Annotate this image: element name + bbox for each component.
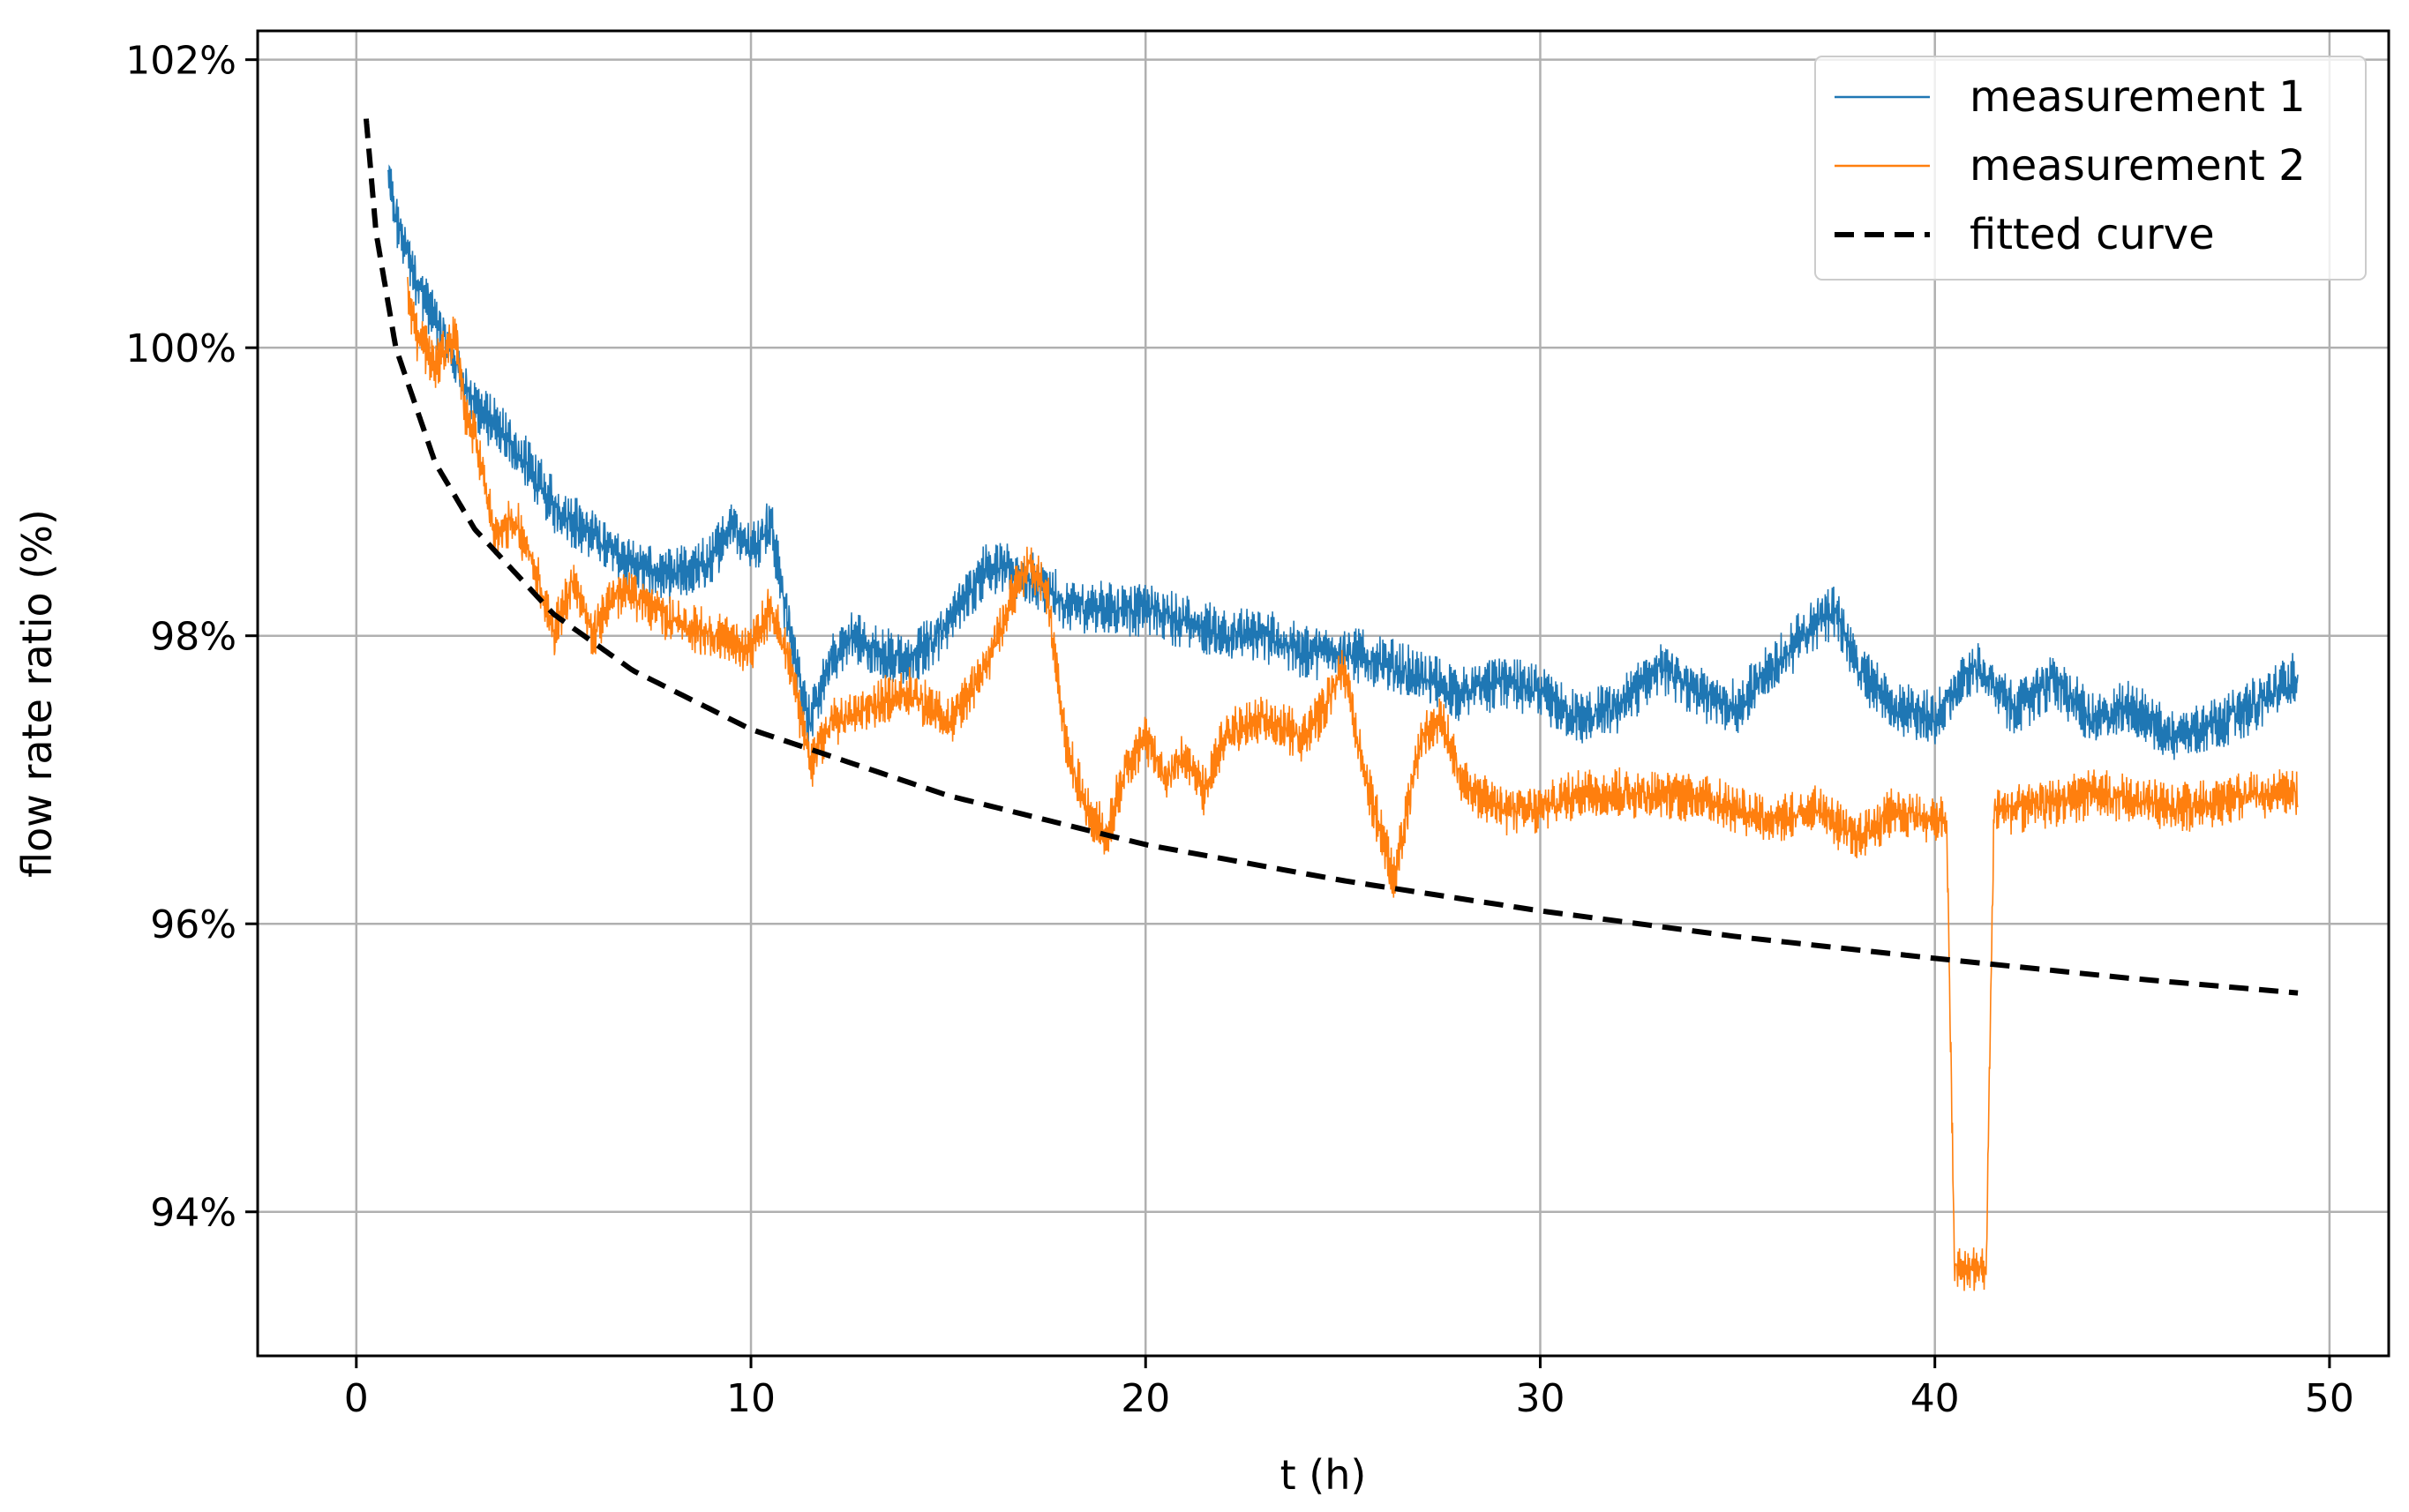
y-tick-label: 100% xyxy=(125,326,236,371)
legend: measurement 1 measurement 2 fitted curve xyxy=(1814,56,2367,281)
y-axis: 94% 96% 98% 100% 102% xyxy=(125,39,258,1236)
x-tick-label: 30 xyxy=(1515,1376,1565,1421)
series-layer xyxy=(364,118,2299,1291)
x-tick-label: 0 xyxy=(344,1376,369,1421)
series-fitted-curve xyxy=(364,118,2299,996)
x-tick-label: 10 xyxy=(726,1376,776,1421)
x-tick-label: 50 xyxy=(2305,1376,2354,1421)
x-axis: 0 10 20 30 40 50 xyxy=(344,1356,2354,1421)
legend-box xyxy=(1814,56,2367,281)
plot-area xyxy=(364,118,2299,1291)
y-tick-label: 102% xyxy=(125,39,236,84)
x-tick-label: 20 xyxy=(1121,1376,1170,1421)
y-tick-label: 96% xyxy=(150,902,236,947)
series-measurement-2 xyxy=(407,276,2299,1291)
y-tick-label: 98% xyxy=(150,615,236,660)
x-tick-label: 40 xyxy=(1910,1376,1960,1421)
x-axis-title: t (h) xyxy=(1280,1451,1367,1499)
legend-label-measurement-1: measurement 1 xyxy=(1970,72,2306,122)
legend-label-fitted-curve: fitted curve xyxy=(1970,210,2215,259)
legend-label-measurement-2: measurement 2 xyxy=(1970,141,2306,191)
axes-frame xyxy=(256,29,2390,1358)
y-tick-label: 94% xyxy=(150,1191,236,1236)
y-axis-title: flow rate ratio (%) xyxy=(13,509,61,878)
